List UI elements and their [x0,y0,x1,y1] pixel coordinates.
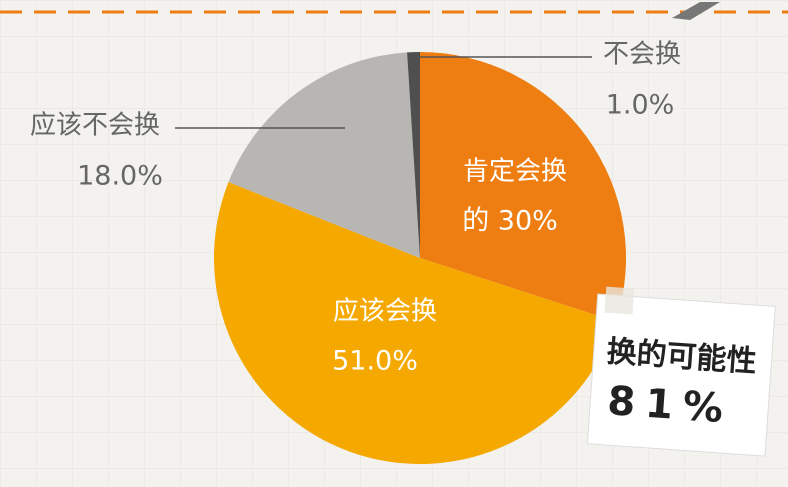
pie-slice [420,52,626,322]
value-label: 1.0% [606,90,675,121]
pie-slice [213,182,616,465]
pie-slice [407,52,420,258]
pie-slice [228,52,420,258]
value-label: 51.0% [332,346,418,377]
note-tape [604,286,635,315]
note-paper [586,293,776,457]
slice-label: 不会换 [603,40,681,70]
pencil-tip [672,2,720,20]
slice-label: 应该会换 [333,297,437,327]
slice-label: 肯定会换 [463,157,567,187]
slice-label: 应该不会换 [30,111,160,141]
value-label: 的 30% [462,206,558,237]
note: 换的可能性 81% [586,286,776,457]
note-value: 81% [606,378,735,433]
pie [213,52,626,465]
value-label: 18.0% [77,161,163,192]
